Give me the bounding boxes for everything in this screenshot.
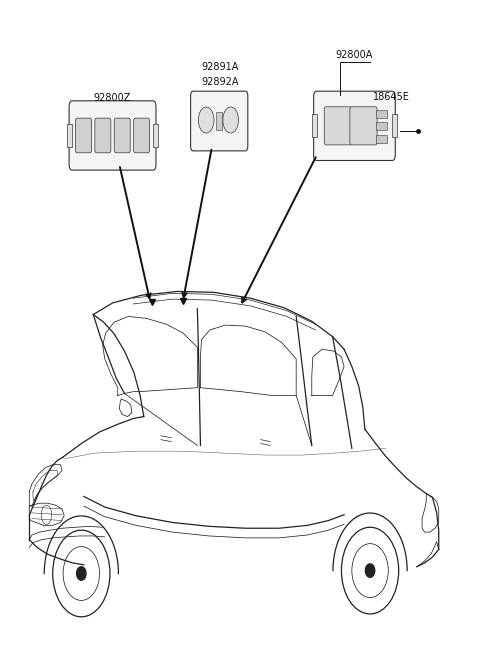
Text: 92800A: 92800A	[336, 51, 373, 60]
Bar	[312, 114, 317, 137]
FancyBboxPatch shape	[191, 91, 248, 151]
Text: 92891A: 92891A	[202, 62, 239, 72]
FancyBboxPatch shape	[114, 118, 130, 153]
Ellipse shape	[365, 564, 375, 577]
Text: 92800Z: 92800Z	[94, 92, 131, 103]
Ellipse shape	[77, 567, 86, 580]
FancyBboxPatch shape	[313, 91, 396, 161]
FancyBboxPatch shape	[133, 118, 150, 153]
Bar	[376, 123, 387, 131]
Ellipse shape	[198, 107, 214, 133]
FancyBboxPatch shape	[324, 107, 351, 145]
Bar	[392, 114, 397, 137]
Ellipse shape	[223, 107, 239, 133]
FancyBboxPatch shape	[95, 118, 111, 153]
FancyBboxPatch shape	[69, 101, 156, 170]
FancyBboxPatch shape	[75, 118, 92, 153]
FancyBboxPatch shape	[350, 107, 377, 145]
Text: 18645E: 18645E	[372, 92, 409, 102]
Bar	[216, 112, 222, 130]
Bar	[376, 135, 387, 143]
Text: 92892A: 92892A	[202, 77, 239, 87]
Bar	[67, 124, 72, 147]
Bar	[153, 124, 158, 147]
Bar	[376, 110, 387, 118]
